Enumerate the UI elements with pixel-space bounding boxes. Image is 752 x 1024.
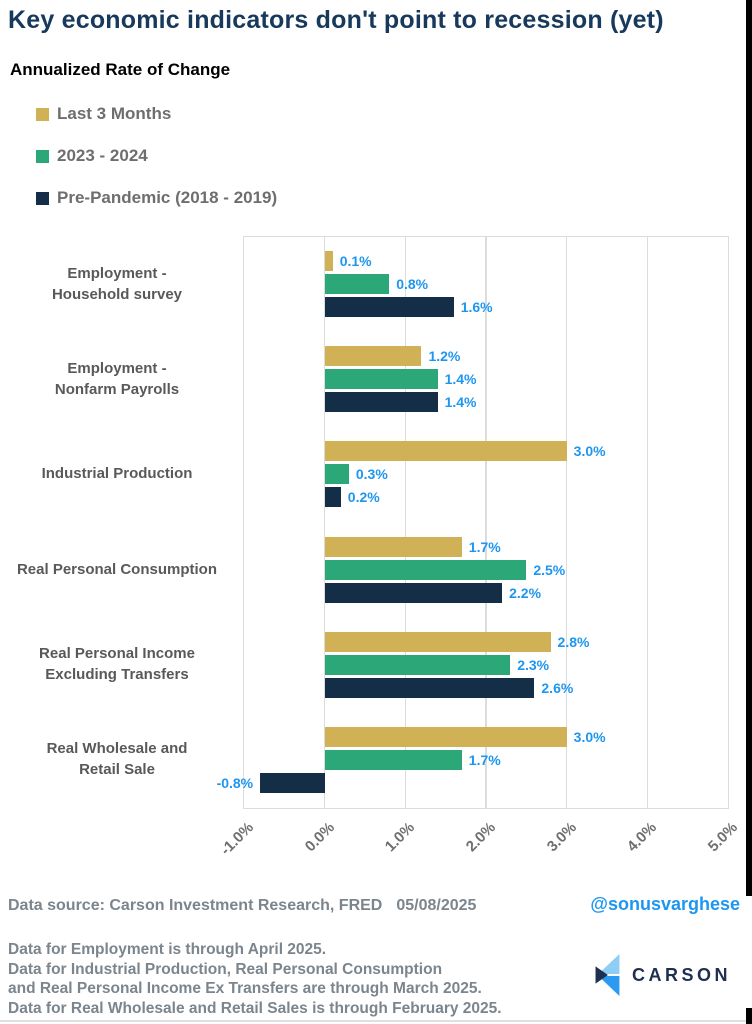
bar-value-label: 1.2% xyxy=(428,348,461,365)
bar-value-label: 1.4% xyxy=(444,394,477,411)
bar-value-label: 0.3% xyxy=(355,466,388,483)
logo-triangle-light xyxy=(598,954,620,975)
bar-value-label: -0.8% xyxy=(216,774,254,791)
screen-edge-artifact-bottom xyxy=(746,1008,752,1024)
bar xyxy=(324,464,349,485)
footnote-line: Data for Employment is through April 202… xyxy=(8,941,327,958)
bar xyxy=(324,346,422,367)
bar xyxy=(324,677,535,698)
legend-swatch-green xyxy=(36,149,49,163)
bar xyxy=(324,369,438,390)
category-label: Real Wholesale and Retail Sale xyxy=(46,740,188,779)
category-label: Employment - Nonfarm Payrolls xyxy=(54,359,180,398)
bar-value-label: 3.0% xyxy=(573,443,606,460)
plot-area: 0.1% 1.2% 3.0% 1.7% 2.8% 3.0% 0.8% 1.4% 0.3% 2.5%… xyxy=(217,236,729,809)
bar xyxy=(324,582,503,603)
x-tick-label: -1.0% xyxy=(217,819,258,859)
legend-label: Last 3 Months xyxy=(57,104,172,123)
bar-value-label: 2.3% xyxy=(517,656,550,673)
bar-value-label: 0.8% xyxy=(396,276,429,292)
data-source-text: Data source: Carson Investment Research,… xyxy=(8,897,476,915)
page-title: Key economic indicators don't point to r… xyxy=(8,6,664,34)
bar xyxy=(324,487,341,508)
category-label: Industrial Production xyxy=(41,465,193,483)
category-label: Real Personal Income Excluding Transfers xyxy=(39,645,195,684)
x-tick-label: 3.0% xyxy=(543,819,580,856)
bar-value-label: 2.5% xyxy=(533,561,566,578)
footnote-line: and Real Personal Income Ex Transfers ar… xyxy=(8,980,482,997)
logo-triangle-dark xyxy=(595,966,608,984)
bar xyxy=(324,297,454,317)
bar xyxy=(324,392,438,413)
source-label: Data source: Carson Investment Research,… xyxy=(8,897,383,914)
bar xyxy=(324,559,527,580)
x-tick-label: 2.0% xyxy=(462,819,500,856)
bar-value-label: 1.7% xyxy=(468,751,501,768)
chart-subtitle: Annualized Rate of Change xyxy=(10,60,231,79)
bottom-hairline xyxy=(0,1020,746,1022)
bar-value-label: 2.2% xyxy=(509,584,542,601)
legend-item-2023-2024: 2023 - 2024 xyxy=(36,146,277,166)
bar-value-label: 1.7% xyxy=(468,538,501,555)
carson-logo: CARSON xyxy=(592,954,731,996)
gridline xyxy=(646,237,649,808)
legend-label: Pre-Pandemic (2018 - 2019) xyxy=(57,188,278,207)
bar xyxy=(324,536,462,557)
bar xyxy=(324,654,511,675)
bar xyxy=(324,749,462,770)
bar xyxy=(324,251,333,271)
bar-value-label: 3.0% xyxy=(573,728,606,745)
bar-value-label: 1.6% xyxy=(460,299,493,315)
x-tick-label: 5.0% xyxy=(704,819,742,856)
category-label: Employment - Household survey xyxy=(51,264,183,303)
bar xyxy=(324,274,390,294)
logo-triangle-mid xyxy=(598,975,620,996)
category-label: Real Personal Consumption xyxy=(16,560,218,578)
carson-logo-text: CARSON xyxy=(632,964,732,985)
source-date: 05/08/2025 xyxy=(396,897,477,914)
carson-logo-icon xyxy=(595,954,620,996)
x-tick-label: 1.0% xyxy=(382,819,419,856)
gridline xyxy=(404,237,407,808)
screen-edge-artifact-top xyxy=(746,0,752,896)
bar-value-label: 2.6% xyxy=(541,679,574,696)
gridline xyxy=(565,237,568,808)
author-handle: @sonusvarghese xyxy=(590,894,740,914)
bar-value-label: 2.8% xyxy=(557,633,590,650)
legend-item-pre-pandemic: Pre-Pandemic (2018 - 2019) xyxy=(36,188,277,208)
legend-item-last-3-months: Last 3 Months xyxy=(36,104,277,124)
gridline xyxy=(323,237,326,808)
legend-swatch-gold xyxy=(36,107,49,121)
bar xyxy=(324,441,567,462)
footnotes: Data for Employment is through April 202… xyxy=(8,940,502,1018)
bar-value-label: 0.2% xyxy=(347,489,380,506)
bar-chart: Employment - Household survey Employment … xyxy=(0,236,752,896)
bar xyxy=(260,772,325,793)
x-tick-label: 0.0% xyxy=(301,819,338,856)
gridline xyxy=(485,237,487,808)
x-tick-label: 4.0% xyxy=(624,819,661,856)
footnote-line: Data for Industrial Production, Real Per… xyxy=(8,960,443,978)
legend-swatch-navy xyxy=(36,191,49,205)
bar xyxy=(324,726,567,747)
bar xyxy=(324,631,551,652)
bar-value-label: 1.4% xyxy=(444,371,477,388)
footnote-line: Data for Real Wholesale and Retail Sales… xyxy=(8,999,502,1017)
chart-legend: Last 3 Months 2023 - 2024 Pre-Pandemic (… xyxy=(36,104,277,230)
legend-label: 2023 - 2024 xyxy=(57,146,148,165)
bar-value-label: 0.1% xyxy=(339,253,372,269)
